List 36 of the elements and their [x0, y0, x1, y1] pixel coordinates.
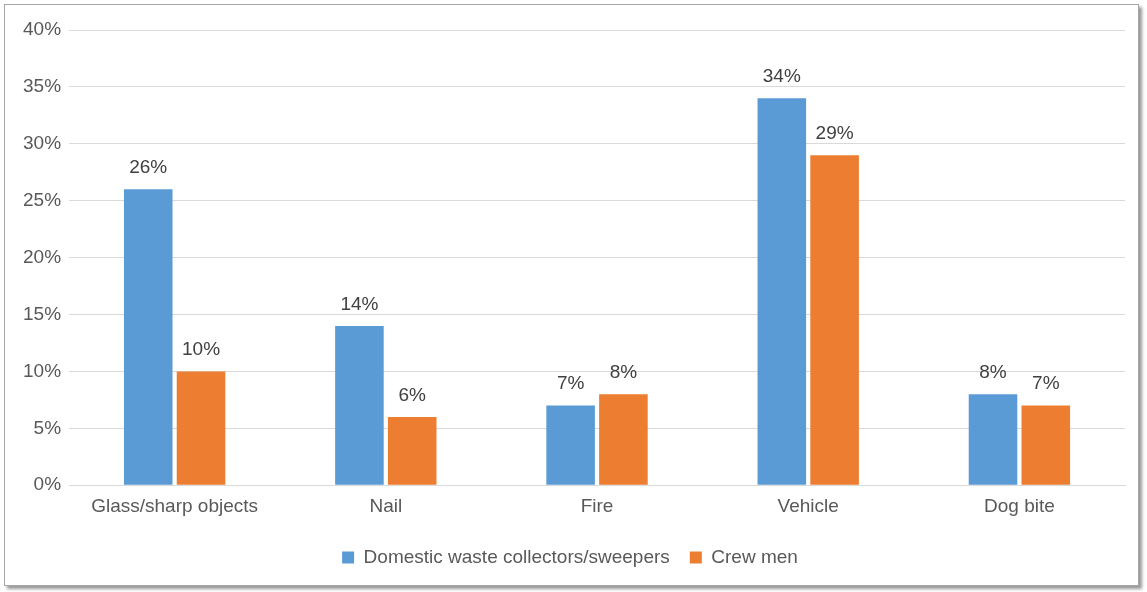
text: 10%	[182, 338, 221, 360]
text: 8%	[609, 360, 638, 382]
y-tick-label: 0%	[33, 473, 62, 495]
bar	[599, 394, 648, 485]
bar	[757, 98, 807, 485]
bar	[810, 155, 859, 485]
text: 7%	[556, 372, 585, 394]
x-tick-label: Fire	[580, 494, 614, 516]
legend-label: Domestic waste collectors/sweepers	[363, 545, 670, 567]
text: 34%	[762, 65, 801, 87]
bar	[335, 325, 384, 485]
x-tick-label: Glass/sharp objects	[91, 494, 259, 516]
x-tick-label: Dog bite	[984, 494, 1055, 516]
text: 14%	[340, 292, 379, 314]
text: 29%	[815, 121, 854, 143]
text: 8%	[979, 360, 1007, 382]
text: 7%	[1032, 372, 1060, 394]
x-tick-label: Nail	[369, 494, 403, 516]
y-tick-label: 40%	[23, 18, 62, 40]
bar	[968, 394, 1018, 485]
bar	[546, 405, 595, 485]
bar	[1021, 405, 1071, 485]
y-tick-label: 25%	[23, 188, 62, 210]
y-tick-label: 15%	[23, 302, 62, 324]
y-tick-label: 20%	[23, 245, 62, 267]
y-tick-label: 30%	[23, 132, 62, 154]
text: 6%	[398, 383, 426, 405]
bar	[176, 371, 226, 485]
legend-label: Crew men	[711, 545, 798, 567]
y-tick-label: 35%	[23, 75, 62, 97]
text: 26%	[129, 156, 168, 178]
bar	[123, 189, 173, 485]
bar	[387, 416, 437, 485]
y-tick-label: 10%	[23, 359, 62, 381]
x-tick-label: Vehicle	[777, 494, 839, 516]
y-tick-label: 5%	[33, 416, 62, 438]
